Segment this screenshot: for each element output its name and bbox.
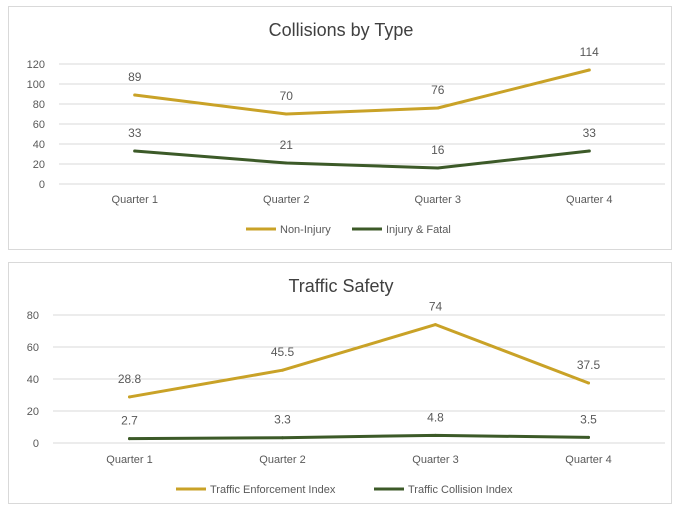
series-line bbox=[133, 68, 591, 116]
y-tick-label: 40 bbox=[27, 374, 39, 386]
data-point bbox=[284, 161, 288, 165]
y-tick-label: 80 bbox=[33, 99, 45, 111]
data-label: 16 bbox=[431, 143, 445, 157]
y-tick-label: 20 bbox=[33, 159, 45, 171]
data-label: 37.5 bbox=[577, 358, 601, 372]
y-tick-label: 80 bbox=[27, 310, 39, 322]
data-label: 2.7 bbox=[121, 414, 138, 428]
x-tick-label: Quarter 3 bbox=[412, 454, 458, 466]
y-tick-label: 100 bbox=[27, 79, 45, 91]
legend-label: Traffic Collision Index bbox=[408, 484, 513, 496]
data-point bbox=[587, 149, 591, 153]
data-label: 74 bbox=[429, 300, 443, 314]
data-point bbox=[436, 106, 440, 110]
x-tick-label: Quarter 3 bbox=[415, 194, 461, 206]
data-label: 45.5 bbox=[271, 345, 295, 359]
data-point bbox=[133, 149, 137, 153]
data-label: 76 bbox=[431, 83, 445, 97]
x-tick-label: Quarter 4 bbox=[566, 194, 612, 206]
data-label: 114 bbox=[580, 45, 599, 59]
data-label: 33 bbox=[583, 126, 597, 140]
data-label: 28.8 bbox=[118, 372, 142, 386]
y-tick-label: 20 bbox=[27, 406, 39, 418]
data-label: 33 bbox=[128, 126, 142, 140]
data-point bbox=[434, 433, 437, 437]
data-point bbox=[436, 166, 440, 170]
y-tick-label: 40 bbox=[33, 139, 45, 151]
data-label: 70 bbox=[280, 89, 294, 103]
data-label: 4.8 bbox=[427, 410, 444, 424]
series-line bbox=[128, 323, 590, 399]
data-point bbox=[133, 93, 137, 97]
y-tick-label: 120 bbox=[27, 59, 45, 71]
collisions-chart-panel: Collisions by Type 0 20 40 60 80 100 120 Quarter… bbox=[8, 6, 672, 250]
data-label: 89 bbox=[128, 70, 142, 84]
x-tick-label: Quarter 1 bbox=[106, 454, 152, 466]
x-tick-label: Quarter 4 bbox=[565, 454, 611, 466]
y-tick-label: 60 bbox=[33, 119, 45, 131]
data-point bbox=[434, 323, 437, 327]
data-point bbox=[587, 381, 590, 385]
data-point bbox=[587, 68, 591, 72]
legend-label: Non-Injury bbox=[280, 224, 331, 236]
data-label: 3.5 bbox=[580, 412, 597, 426]
data-point bbox=[281, 368, 284, 372]
data-label: 21 bbox=[280, 138, 294, 152]
y-tick-label: 60 bbox=[27, 342, 39, 354]
x-tick-label: Quarter 1 bbox=[112, 194, 158, 206]
collisions-chart: Collisions by Type 0 20 40 60 80 100 120 Quarter… bbox=[27, 20, 665, 236]
x-tick-label: Quarter 2 bbox=[259, 454, 305, 466]
data-point bbox=[281, 436, 284, 440]
traffic-safety-chart: Traffic Safety 0 20 40 60 80 Quarter 1 Quarter … bbox=[27, 276, 665, 496]
y-tick-label: 0 bbox=[33, 438, 39, 450]
chart-title: Collisions by Type bbox=[269, 20, 414, 40]
data-point bbox=[128, 437, 131, 441]
series-line bbox=[128, 433, 590, 441]
series-line bbox=[133, 149, 591, 170]
legend-label: Traffic Enforcement Index bbox=[210, 484, 336, 496]
traffic-safety-chart-panel: Traffic Safety 0 20 40 60 80 Quarter 1 Quarter … bbox=[8, 262, 672, 504]
data-label: 3.3 bbox=[274, 413, 291, 427]
data-point bbox=[284, 112, 288, 116]
legend-label: Injury & Fatal bbox=[386, 224, 451, 236]
y-tick-label: 0 bbox=[39, 179, 45, 191]
x-tick-label: Quarter 2 bbox=[263, 194, 309, 206]
data-point bbox=[587, 435, 590, 439]
data-point bbox=[128, 395, 131, 399]
chart-title: Traffic Safety bbox=[288, 276, 393, 296]
